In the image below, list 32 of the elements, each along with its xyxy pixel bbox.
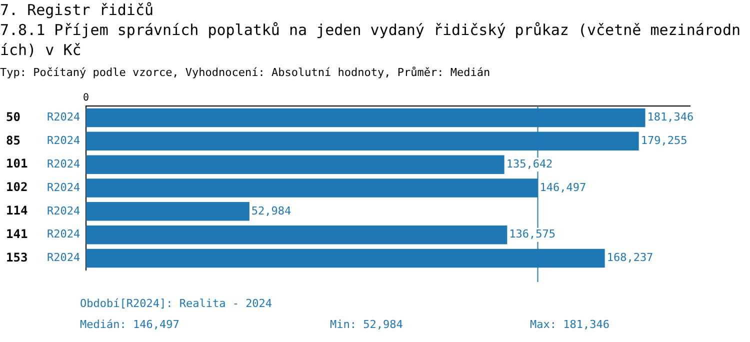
text: R2024: [47, 157, 80, 170]
text: 179,255: [640, 134, 688, 147]
text: 146,497: [540, 180, 586, 194]
text: 0: [82, 92, 90, 104]
bar: [86, 202, 250, 221]
y-tick-label: 141: [6, 226, 28, 241]
y-tick-label: 114: [6, 204, 28, 218]
text: R2024: [47, 251, 80, 264]
text: Max: 181,346: [530, 318, 610, 331]
series-label: R2024: [47, 110, 80, 124]
y-tick-label: 101: [6, 156, 28, 171]
text: Období[R2024]: Realita - 2024: [80, 297, 272, 310]
text: 181,346: [647, 110, 694, 124]
text: Typ: Počítaný podle vzorce, Vyhodnocení: Absolutní hodnoty, Průměr: Medián: [0, 66, 490, 79]
y-tick-label: 153: [6, 250, 28, 264]
y-tick-label: 50: [6, 110, 20, 124]
text: 168,237: [606, 251, 654, 264]
text: 136,575: [509, 228, 556, 241]
text: R2024: [47, 228, 80, 241]
text: R2024: [47, 180, 80, 194]
chart-subtitle: 7.8.1 Příjem správních poplatků na jeden vydaný řidičský průkaz (včetně mezinárodních) v Kč: [0, 20, 742, 60]
y-tick-label: 102: [6, 180, 28, 194]
bar: [86, 225, 508, 244]
text: 135,642: [506, 157, 553, 170]
text: R2024: [47, 204, 80, 218]
y-tick-label: 85: [6, 133, 20, 148]
chart-title: 7. Registr řidičů: [0, 0, 155, 20]
text: Medián: 146,497: [80, 318, 180, 331]
text: Min: 52,984: [330, 318, 403, 331]
text: 52,984: [251, 204, 292, 218]
bar: [86, 155, 504, 174]
text: R2024: [47, 134, 80, 147]
